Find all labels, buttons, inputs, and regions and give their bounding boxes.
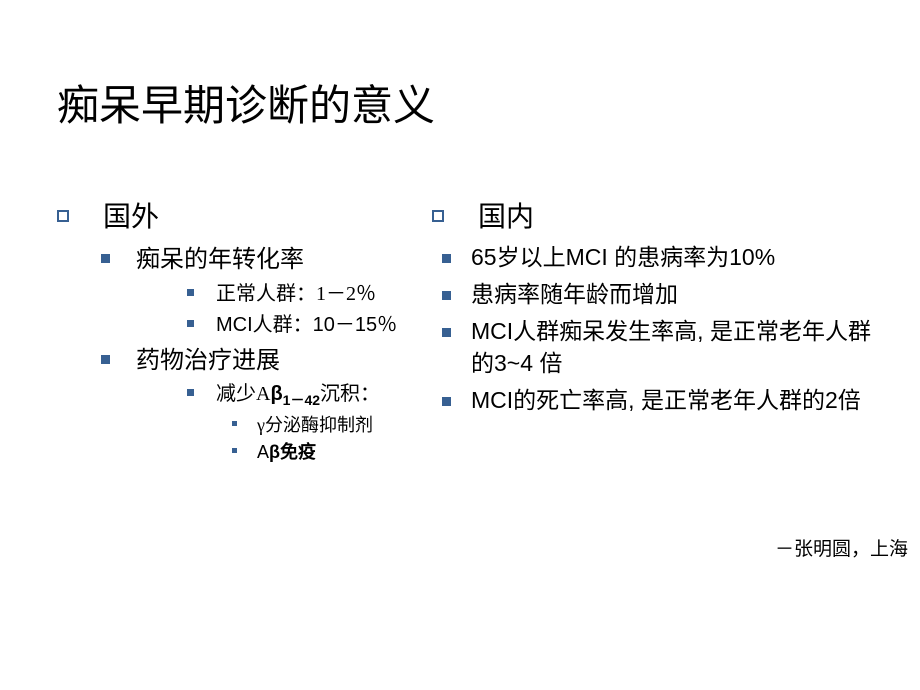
left-item2-row: 药物治疗进展 (101, 345, 432, 377)
content-columns: 国外 痴呆的年转化率 正常人群：1－2％ MCI人群：10－15％ 药物治疗进展… (0, 200, 920, 469)
right-p4-row: MCI的死亡率高, 是正常老年人群的2倍 (442, 385, 920, 416)
left-item1b: MCI人群：10－15％ (216, 312, 397, 339)
right-heading-row: 国内 (432, 200, 920, 236)
left-item2a-ii-row: Aβ免疫 (232, 441, 432, 464)
square-solid-icon (442, 328, 451, 337)
right-p1: 65岁以上MCI 的患病率为10% (471, 242, 775, 273)
attribution: －张明圆，上海 (775, 534, 908, 561)
left-item1a-row: 正常人群：1－2％ (187, 281, 432, 308)
beta: β (269, 442, 280, 462)
square-solid-icon (187, 320, 194, 327)
square-solid-icon (442, 254, 451, 263)
text-post: 免疫 (280, 442, 316, 462)
left-item2a-i: γ分泌酶抑制剂 (257, 414, 373, 437)
slide-title: 痴呆早期诊断的意义 (57, 72, 435, 133)
left-item1b-row: MCI人群：10－15％ (187, 312, 432, 339)
square-solid-icon (101, 254, 110, 263)
right-p2: 患病率随年龄而增加 (471, 279, 678, 310)
square-solid-icon (442, 291, 451, 300)
left-item1-row: 痴呆的年转化率 (101, 244, 432, 276)
right-p2-row: 患病率随年龄而增加 (442, 279, 920, 310)
text-post: 沉积： (320, 383, 380, 405)
left-heading-row: 国外 (57, 200, 432, 236)
right-p3-row: MCI人群痴呆发生率高, 是正常老年人群的3~4 倍 (442, 316, 920, 378)
subscript: 1－42 (283, 392, 320, 408)
left-item1: 痴呆的年转化率 (136, 244, 304, 276)
right-p3: MCI人群痴呆发生率高, 是正常老年人群的3~4 倍 (471, 316, 891, 378)
left-item1a: 正常人群：1－2％ (216, 281, 376, 308)
left-item2: 药物治疗进展 (136, 345, 280, 377)
square-solid-icon (442, 397, 451, 406)
square-solid-icon (232, 421, 237, 426)
square-hollow-icon (57, 210, 69, 222)
left-item2a-row: 减少Aβ1－42沉积： (187, 381, 432, 410)
square-solid-icon (187, 389, 194, 396)
left-heading: 国外 (103, 200, 159, 236)
right-p4: MCI的死亡率高, 是正常老年人群的2倍 (471, 385, 861, 416)
left-item2a-ii: Aβ免疫 (257, 441, 316, 464)
left-item2a-i-row: γ分泌酶抑制剂 (232, 414, 432, 437)
left-column: 国外 痴呆的年转化率 正常人群：1－2％ MCI人群：10－15％ 药物治疗进展… (0, 200, 432, 469)
right-column: 国内 65岁以上MCI 的患病率为10% 患病率随年龄而增加 MCI人群痴呆发生… (432, 200, 920, 469)
text-pre: A (257, 442, 269, 462)
right-heading: 国内 (478, 200, 534, 236)
square-solid-icon (187, 289, 194, 296)
text-pre: 减少A (216, 383, 270, 405)
square-hollow-icon (432, 210, 444, 222)
right-p1-row: 65岁以上MCI 的患病率为10% (442, 242, 920, 273)
beta: β (270, 383, 282, 405)
square-solid-icon (232, 448, 237, 453)
square-solid-icon (101, 355, 110, 364)
left-item2a: 减少Aβ1－42沉积： (216, 381, 380, 410)
